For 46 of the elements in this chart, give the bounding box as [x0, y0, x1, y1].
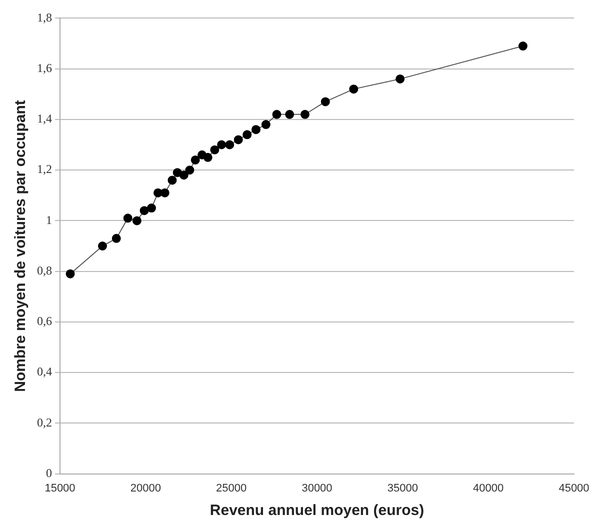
- y-tick-label: 1,6: [37, 60, 52, 75]
- point: [234, 135, 243, 144]
- point: [320, 97, 330, 106]
- point: [203, 152, 212, 162]
- y-tick-label: 0,4: [37, 364, 52, 379]
- y-tick-label: 1: [46, 212, 52, 227]
- point: [179, 170, 188, 180]
- point: [98, 242, 107, 250]
- y-axis-title: Nombre moyen de voitures par occupant: [12, 100, 30, 392]
- y-tick-label: 1,4: [37, 112, 52, 126]
- x-tick-label: 25000: [216, 482, 247, 494]
- point: [132, 216, 142, 226]
- point: [146, 204, 156, 213]
- y-tick-label: 0,6: [37, 314, 52, 328]
- point: [242, 130, 252, 140]
- x-tick-label: 45000: [558, 482, 590, 494]
- y-tick-label: 1,8: [37, 10, 52, 24]
- point: [112, 234, 121, 243]
- point: [396, 74, 405, 84]
- point: [140, 206, 149, 216]
- y-tick-label: 0,8: [37, 263, 52, 278]
- point: [123, 214, 132, 223]
- x-tick-label: 35000: [387, 482, 418, 494]
- point: [225, 140, 234, 150]
- point: [217, 140, 226, 150]
- x-tick-label: 15000: [44, 482, 76, 494]
- point: [185, 166, 194, 175]
- point: [160, 188, 170, 198]
- y-tick-label: 0: [46, 466, 52, 480]
- point: [210, 145, 220, 154]
- point: [349, 84, 358, 94]
- x-tick-label: 20000: [130, 482, 161, 494]
- y-tick-label: 0,2: [37, 415, 52, 430]
- x-axis-title: Revenu annuel moyen (euros): [210, 502, 424, 520]
- point: [261, 120, 270, 130]
- point: [168, 176, 177, 185]
- point: [252, 125, 261, 134]
- y-tick-label: 1,2: [37, 162, 52, 176]
- point: [272, 110, 282, 119]
- point: [518, 42, 528, 51]
- x-tick-label: 40000: [473, 482, 504, 494]
- point: [285, 110, 294, 119]
- point: [300, 110, 310, 119]
- point: [66, 269, 75, 278]
- point: [190, 155, 200, 164]
- x-tick-label: 30000: [302, 482, 332, 494]
